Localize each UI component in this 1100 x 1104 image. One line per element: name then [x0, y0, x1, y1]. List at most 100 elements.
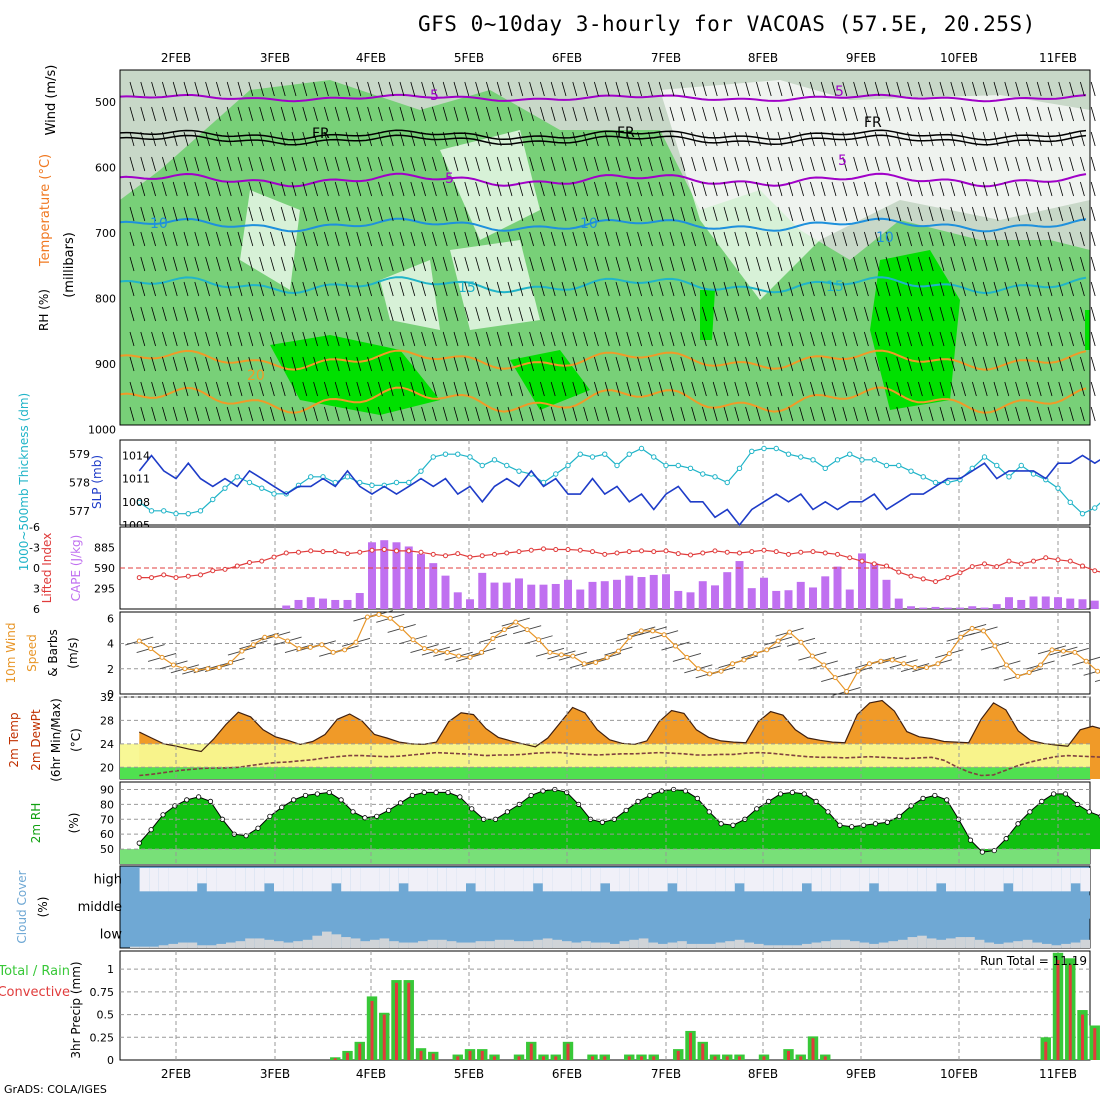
rh-mid-region — [120, 80, 1090, 425]
wind-barb — [723, 81, 729, 97]
date-label-top: 11FEB — [1039, 51, 1077, 65]
wind-speed-point — [889, 657, 895, 663]
wind-barb — [1080, 381, 1085, 397]
wind-barb — [853, 106, 858, 122]
wind-barb — [745, 406, 750, 422]
li-point — [161, 572, 167, 578]
wind-barb — [561, 206, 567, 222]
wind-barb — [367, 356, 372, 372]
wind-barb — [874, 81, 880, 97]
contour-label: 15 — [458, 280, 476, 296]
wind-barb — [324, 206, 329, 222]
li-point — [504, 550, 510, 556]
wind-barb — [691, 106, 696, 122]
wind-barb — [1004, 406, 1010, 422]
wind-barb — [799, 281, 804, 297]
wind-speed-point — [821, 662, 827, 668]
rh-point — [837, 822, 843, 828]
wind-barb — [1069, 131, 1074, 147]
wind-barb — [648, 381, 653, 397]
wind-barb — [702, 106, 707, 122]
rh-point — [682, 788, 689, 794]
precip-convective-bar — [701, 1043, 705, 1060]
wind-barb — [129, 231, 135, 247]
wind-speed-point — [604, 654, 610, 660]
wind-barb — [140, 356, 146, 372]
wind-barb — [529, 131, 534, 147]
cloud-low-bar — [715, 942, 726, 948]
wind-barb — [658, 331, 664, 347]
wind-barb — [734, 356, 740, 372]
wind-barb — [421, 81, 426, 97]
wind-barb — [982, 131, 988, 147]
wind-barb — [345, 281, 351, 297]
wind-barb — [453, 256, 459, 272]
thickness-point — [308, 474, 314, 480]
wind-barb — [658, 206, 664, 222]
thickness-point — [491, 457, 498, 463]
li-point — [614, 550, 620, 556]
wind-barb — [464, 156, 470, 172]
wind-barb — [626, 281, 632, 297]
wind-barb — [658, 406, 664, 422]
wind-barb — [896, 256, 902, 272]
cloud-high-clear — [677, 868, 687, 892]
wind-barb — [637, 256, 642, 272]
wind-barb — [1069, 181, 1074, 197]
wind-barb — [410, 256, 416, 272]
wind-barb — [820, 306, 826, 322]
wind-barb — [723, 206, 729, 222]
wind-barb — [831, 156, 837, 172]
wind-barb — [324, 156, 329, 172]
wind-barb — [432, 81, 437, 97]
wind-barb — [918, 306, 923, 322]
wind-barb — [1069, 231, 1074, 247]
rh-point — [1027, 809, 1033, 815]
wind-barb — [680, 206, 686, 222]
li-point — [651, 549, 657, 555]
cape-bar — [894, 598, 903, 609]
wind-barb — [334, 156, 340, 172]
wind-barb — [972, 281, 977, 297]
wind-barb — [313, 181, 318, 197]
wind-barb — [561, 281, 567, 297]
wind-barb — [334, 81, 340, 97]
precip-convective-bar — [799, 1056, 803, 1060]
wind-barb — [183, 381, 189, 397]
wind-barb — [410, 106, 416, 122]
cloud-high-clear — [370, 868, 380, 892]
wind-barb — [356, 406, 362, 422]
li-point — [296, 549, 301, 555]
cloud-low-bar — [533, 939, 543, 948]
wind-barb — [874, 131, 880, 147]
wind-barb — [172, 331, 178, 347]
wind-speed-point — [285, 638, 291, 644]
li-point — [149, 575, 154, 581]
cloud-low-bar — [514, 941, 524, 948]
wind-barb — [583, 181, 588, 197]
rh-tick-label: 60 — [100, 828, 114, 841]
wind-barb — [550, 106, 556, 122]
wind-barb — [712, 81, 718, 97]
wind-barb — [918, 406, 923, 422]
li-point — [492, 551, 497, 557]
wind-barb — [1036, 331, 1042, 347]
wind-speed-point — [1072, 649, 1078, 655]
wind-barb — [723, 231, 729, 247]
wind-barb — [356, 381, 362, 397]
wind-barb — [820, 81, 826, 97]
cloud-low-bar — [158, 945, 169, 948]
wind-barb — [950, 356, 956, 372]
pressure-axis-label: (millibars) — [62, 232, 77, 298]
li-point — [173, 575, 179, 581]
wind-barb — [626, 106, 632, 122]
wind-barb — [734, 306, 740, 322]
wind-speed-point — [250, 642, 256, 648]
wind-barb — [831, 406, 837, 422]
li-point — [394, 548, 399, 554]
rh-point — [801, 791, 807, 797]
wind-speed-point — [981, 628, 987, 634]
cloud-high-clear — [552, 868, 562, 892]
wind-speed-point — [479, 649, 485, 655]
wind-barb — [982, 281, 988, 297]
